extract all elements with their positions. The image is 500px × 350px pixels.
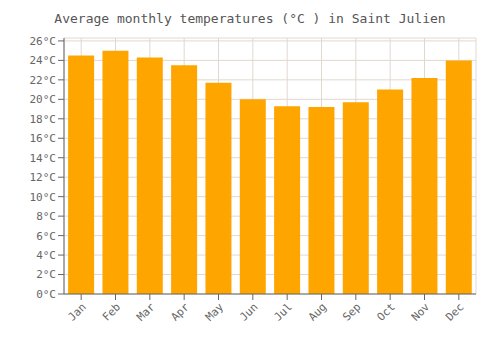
svg-text:10°C: 10°C [30, 191, 57, 204]
svg-text:18°C: 18°C [30, 113, 57, 126]
svg-text:Nov: Nov [409, 300, 433, 324]
svg-text:Oct: Oct [375, 300, 398, 323]
html-text:Average monthly temperatures (: Average monthly temperatures (°C ) in Sa… [54, 11, 446, 26]
svg-text:20°C: 20°C [30, 93, 57, 106]
svg-text:Apr: Apr [169, 300, 193, 324]
svg-text:8°C: 8°C [36, 210, 56, 223]
svg-text:Mar: Mar [134, 300, 158, 324]
svg-text:Dec: Dec [443, 300, 466, 323]
svg-text:Sep: Sep [340, 300, 363, 323]
svg-text:Jun: Jun [237, 300, 260, 323]
svg-text:0°C: 0°C [36, 288, 56, 301]
svg-text:May: May [203, 300, 227, 324]
svg-text:16°C: 16°C [30, 132, 57, 145]
svg-text:12°C: 12°C [30, 171, 57, 184]
svg-text:Aug: Aug [306, 300, 329, 323]
svg-text:Jul: Jul [272, 300, 295, 323]
svg-text:26°C: 26°C [30, 35, 57, 48]
svg-text:2°C: 2°C [36, 268, 56, 281]
svg-text:14°C: 14°C [30, 152, 57, 165]
svg-text:4°C: 4°C [36, 249, 56, 262]
svg-text:24°C: 24°C [30, 54, 57, 67]
svg-text:Jan: Jan [66, 300, 89, 323]
svg-text:6°C: 6°C [36, 230, 56, 243]
svg-text:Feb: Feb [100, 300, 123, 323]
svg-text:22°C: 22°C [30, 74, 57, 87]
